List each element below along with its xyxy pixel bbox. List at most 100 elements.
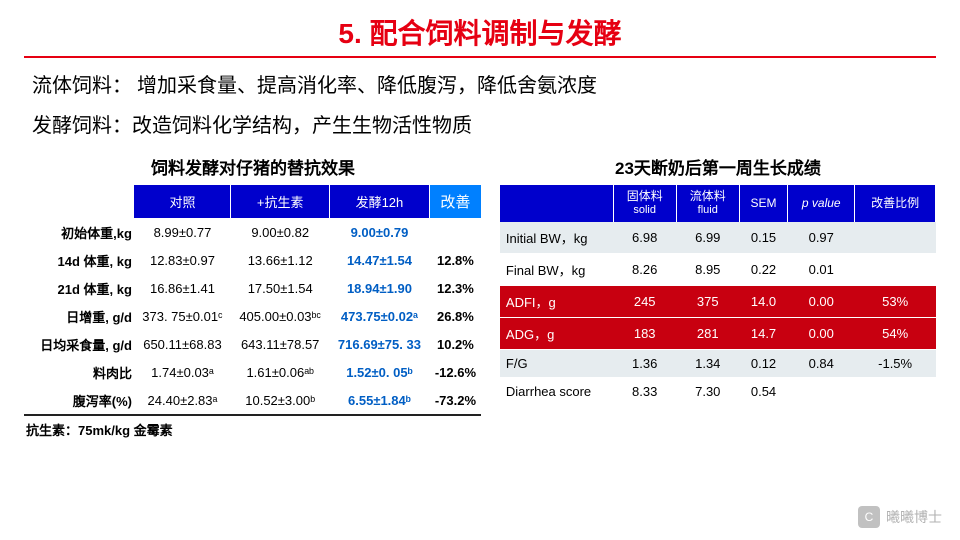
cell: 8.33 [613, 377, 676, 405]
cell: 9.00±0.79 [329, 219, 429, 247]
left-th-ferment: 发酵12h [329, 185, 429, 219]
cell: 8.99±0.77 [134, 219, 231, 247]
cell: 53% [855, 285, 936, 317]
row-label: 日均采食量, g/d [24, 331, 134, 359]
table-row: 腹泻率(%)24.40±2.83ᵃ10.52±3.00ᵇ6.55±1.84ᵇ-7… [24, 387, 481, 416]
cell: 183 [613, 317, 676, 349]
cell: 643.11±78.57 [231, 331, 329, 359]
row-label: 料肉比 [24, 359, 134, 387]
cell: 1.52±0. 05ᵇ [329, 359, 429, 387]
row-label: Final BW，kg [500, 253, 613, 285]
cell: 12.3% [429, 275, 481, 303]
cell: 0.00 [788, 317, 855, 349]
cell: 716.69±75. 33 [329, 331, 429, 359]
cell: 17.50±1.54 [231, 275, 329, 303]
table-row: F/G1.361.340.120.84-1.5% [500, 349, 936, 377]
body-line-1: 流体饲料： 增加采食量、提高消化率、降低腹泻，降低舍氨浓度 [32, 68, 928, 104]
cell: 12.8% [429, 247, 481, 275]
watermark-text: 曦曦博士 [886, 507, 942, 527]
page-title: 5. 配合饲料调制与发酵 [24, 12, 936, 52]
cell: 0.22 [739, 253, 787, 285]
cell: 6.98 [613, 222, 676, 254]
cell [788, 377, 855, 405]
watermark: C 曦曦博士 [858, 506, 942, 528]
cell [855, 377, 936, 405]
cell: 1.34 [676, 349, 739, 377]
right-table-caption: 23天断奶后第一周生长成绩 [500, 154, 936, 179]
cell: 1.61±0.06ᵃᵇ [231, 359, 329, 387]
cell: 6.99 [676, 222, 739, 254]
title-underline [24, 56, 936, 58]
cell: 0.00 [788, 285, 855, 317]
cell [855, 222, 936, 254]
cell: 0.84 [788, 349, 855, 377]
cell: 1.36 [613, 349, 676, 377]
row-label: 初始体重,kg [24, 219, 134, 247]
cell: 0.97 [788, 222, 855, 254]
table-row: Initial BW，kg6.986.990.150.97 [500, 222, 936, 254]
cell: 8.95 [676, 253, 739, 285]
cell: 281 [676, 317, 739, 349]
watermark-icon: C [858, 506, 880, 528]
cell: -12.6% [429, 359, 481, 387]
left-th-improve: 改善 [429, 185, 481, 219]
row-label: ADG，g [500, 317, 613, 349]
right-table: 固体料solid 流体料fluid SEM p value 改善比例 Initi… [500, 185, 936, 406]
left-table-caption: 饲料发酵对仔猪的替抗效果 [24, 154, 482, 179]
row-label: 21d 体重, kg [24, 275, 134, 303]
cell: 26.8% [429, 303, 481, 331]
table-row: 料肉比1.74±0.03ᵃ1.61±0.06ᵃᵇ1.52±0. 05ᵇ-12.6… [24, 359, 481, 387]
table-row: 21d 体重, kg16.86±1.4117.50±1.5418.94±1.90… [24, 275, 481, 303]
table-row: Final BW，kg8.268.950.220.01 [500, 253, 936, 285]
cell: 12.83±0.97 [134, 247, 231, 275]
right-th-solid: 固体料solid [613, 185, 676, 222]
table-row: Diarrhea score8.337.300.54 [500, 377, 936, 405]
cell: 375 [676, 285, 739, 317]
cell: 473.75±0.02ᵃ [329, 303, 429, 331]
left-th-control: 对照 [134, 185, 231, 219]
table-row: ADG，g18328114.70.0054% [500, 317, 936, 349]
left-table-container: 饲料发酵对仔猪的替抗效果 对照 +抗生素 发酵12h 改善 初始体重,kg8.9… [24, 154, 482, 443]
row-label: 日增重, g/d [24, 303, 134, 331]
cell: 16.86±1.41 [134, 275, 231, 303]
row-label: 14d 体重, kg [24, 247, 134, 275]
table-row: 初始体重,kg8.99±0.779.00±0.829.00±0.79 [24, 219, 481, 247]
cell: 18.94±1.90 [329, 275, 429, 303]
right-th-fluid: 流体料fluid [676, 185, 739, 222]
row-label: Diarrhea score [500, 377, 613, 405]
cell: 54% [855, 317, 936, 349]
cell: 9.00±0.82 [231, 219, 329, 247]
cell: -73.2% [429, 387, 481, 416]
cell: 10.52±3.00ᵇ [231, 387, 329, 416]
cell: 14.7 [739, 317, 787, 349]
row-label: Initial BW，kg [500, 222, 613, 254]
body-line-2: 发酵饲料：改造饲料化学结构，产生生物活性物质 [32, 108, 928, 144]
table-row: 日增重, g/d373. 75±0.01ᶜ405.00±0.03ᵇᶜ473.75… [24, 303, 481, 331]
right-table-container: 23天断奶后第一周生长成绩 固体料solid 流体料fluid SEM p va… [500, 154, 936, 406]
cell: 24.40±2.83ᵃ [134, 387, 231, 416]
table-row: 日均采食量, g/d650.11±68.83643.11±78.57716.69… [24, 331, 481, 359]
cell: 650.11±68.83 [134, 331, 231, 359]
row-label: F/G [500, 349, 613, 377]
cell: 1.74±0.03ᵃ [134, 359, 231, 387]
cell: 0.12 [739, 349, 787, 377]
cell: 245 [613, 285, 676, 317]
left-th-antibiotic: +抗生素 [231, 185, 329, 219]
right-th-ratio: 改善比例 [855, 185, 936, 222]
cell: 10.2% [429, 331, 481, 359]
cell: 14.47±1.54 [329, 247, 429, 275]
cell: 0.01 [788, 253, 855, 285]
right-th-pval: p value [788, 185, 855, 222]
cell: -1.5% [855, 349, 936, 377]
right-th-sem: SEM [739, 185, 787, 222]
cell: 14.0 [739, 285, 787, 317]
cell [429, 219, 481, 247]
cell: 7.30 [676, 377, 739, 405]
cell [855, 253, 936, 285]
row-label: ADFI，g [500, 285, 613, 317]
cell: 0.15 [739, 222, 787, 254]
cell: 0.54 [739, 377, 787, 405]
cell: 8.26 [613, 253, 676, 285]
cell: 373. 75±0.01ᶜ [134, 303, 231, 331]
cell: 13.66±1.12 [231, 247, 329, 275]
